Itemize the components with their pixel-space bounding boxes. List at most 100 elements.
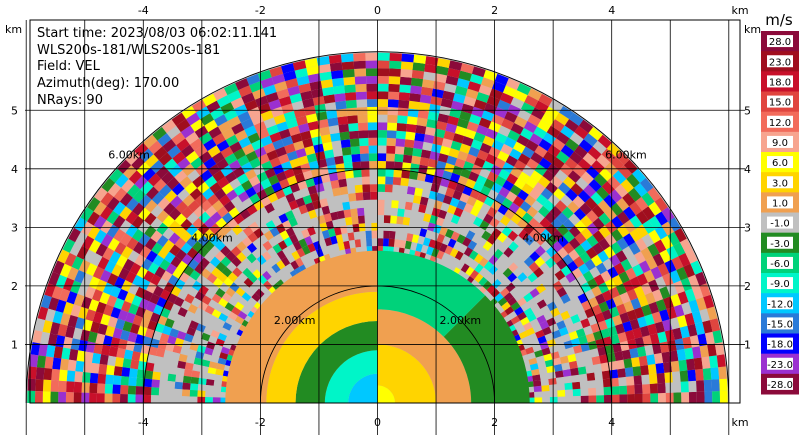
noise-gate	[349, 200, 358, 210]
noise-gate	[164, 189, 178, 203]
noise-gate	[244, 215, 256, 226]
noise-gate	[518, 330, 529, 340]
noise-gate	[180, 125, 195, 139]
noise-gate	[247, 106, 261, 119]
noise-gate	[494, 175, 507, 187]
noise-gate	[62, 238, 76, 253]
noise-gate	[478, 117, 492, 129]
noise-gate	[415, 179, 425, 189]
noise-gate	[398, 193, 407, 202]
noise-gate	[491, 227, 502, 239]
noise-gate	[252, 182, 264, 194]
noise-gate	[533, 182, 546, 194]
noise-gate	[313, 224, 322, 234]
noise-gate	[470, 206, 481, 217]
noise-gate	[104, 383, 113, 394]
noise-gate	[65, 392, 74, 403]
noise-gate	[212, 391, 221, 398]
noise-gate	[663, 361, 673, 373]
noise-gate	[551, 217, 563, 230]
y-tick-label-right: 4	[744, 163, 751, 176]
noise-gate	[191, 336, 201, 345]
noise-gate	[93, 215, 107, 230]
noise-gate	[214, 228, 226, 241]
noise-gate	[301, 245, 311, 255]
noise-gate	[260, 110, 274, 122]
noise-gate	[315, 151, 326, 161]
noise-gate	[152, 371, 161, 381]
noise-gate	[335, 163, 345, 173]
range-ring-label: 6.00km	[108, 149, 150, 162]
noise-gate	[166, 395, 175, 403]
noise-gate	[135, 386, 144, 395]
y-tick-label-right: 5	[744, 104, 751, 117]
noise-gate	[678, 252, 691, 267]
noise-gate	[300, 130, 312, 141]
noise-gate	[27, 378, 36, 392]
noise-gate	[237, 191, 250, 203]
noise-gate	[528, 188, 541, 201]
noise-gate	[650, 266, 663, 280]
axis-unit-label: km	[5, 23, 22, 36]
noise-gate	[69, 242, 82, 257]
noise-gate	[167, 310, 178, 322]
noise-gate	[544, 359, 554, 368]
noise-gate	[205, 205, 217, 218]
noise-gate	[371, 222, 378, 231]
noise-gate	[683, 263, 696, 278]
noise-gate	[273, 233, 284, 244]
noise-gate	[215, 368, 224, 376]
noise-gate	[186, 326, 197, 337]
noise-gate	[151, 191, 165, 205]
noise-gate	[212, 170, 225, 183]
noise-gate	[344, 216, 353, 226]
noise-gate	[109, 251, 122, 264]
noise-gate	[533, 267, 544, 278]
noise-gate	[263, 280, 273, 291]
noise-gate	[595, 293, 606, 305]
noise-gate	[231, 235, 242, 247]
noise-gate	[422, 237, 431, 247]
noise-gate	[330, 70, 344, 80]
noise-gate	[543, 353, 553, 362]
noise-gate	[479, 167, 491, 179]
range-ring-label: 2.00km	[440, 314, 482, 327]
noise-gate	[471, 233, 482, 244]
noise-gate	[635, 196, 649, 211]
range-ring	[25, 51, 730, 404]
noise-gate	[101, 177, 116, 193]
noise-gate	[190, 119, 205, 132]
noise-gate	[625, 376, 635, 386]
noise-gate	[307, 73, 321, 84]
colorbar-label: 9.0	[772, 138, 788, 149]
noise-gate	[203, 326, 213, 336]
noise-gate	[244, 125, 258, 137]
noise-gate	[305, 177, 316, 188]
noise-gate	[53, 346, 64, 359]
noise-gate	[478, 257, 489, 268]
noise-gate	[519, 200, 532, 213]
noise-gate	[456, 200, 467, 211]
noise-gate	[625, 329, 635, 341]
noise-gate	[606, 352, 616, 363]
noise-gate	[413, 54, 427, 64]
noise-gate	[650, 393, 659, 403]
noise-gate	[447, 67, 461, 79]
noise-gate	[473, 199, 484, 210]
noise-gate	[434, 168, 445, 178]
noise-gate	[493, 210, 505, 222]
noise-gate	[40, 331, 51, 345]
noise-gate	[261, 213, 272, 224]
noise-gate	[480, 202, 491, 214]
noise-gate	[648, 201, 662, 216]
y-tick-label-right: 3	[744, 221, 751, 234]
noise-gate	[68, 348, 79, 361]
noise-gate	[201, 311, 212, 321]
y-tick-label-left: 4	[11, 163, 18, 176]
noise-gate	[556, 383, 565, 391]
noise-gate	[356, 200, 364, 209]
noise-gate	[555, 169, 568, 183]
noise-gate	[291, 250, 301, 261]
noise-gate	[262, 240, 273, 251]
noise-gate	[216, 95, 231, 108]
